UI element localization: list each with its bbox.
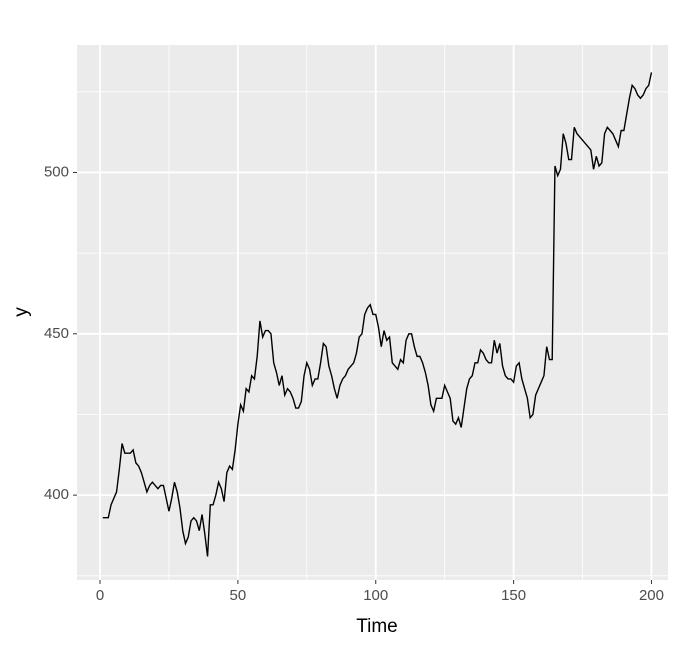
x-tick-label: 50 <box>230 587 247 604</box>
x-tick-label: 0 <box>96 587 104 604</box>
y-tick-label: 450 <box>44 325 69 342</box>
line-series <box>102 72 653 557</box>
x-tick-label: 100 <box>363 587 388 604</box>
x-tick-label: 150 <box>501 587 526 604</box>
y-axis-title: y <box>11 307 32 317</box>
y-tick-label: 500 <box>44 163 69 180</box>
x-tick-label: 200 <box>639 587 664 604</box>
y-tick-label: 400 <box>44 486 69 503</box>
x-axis-title: Time <box>356 616 398 637</box>
